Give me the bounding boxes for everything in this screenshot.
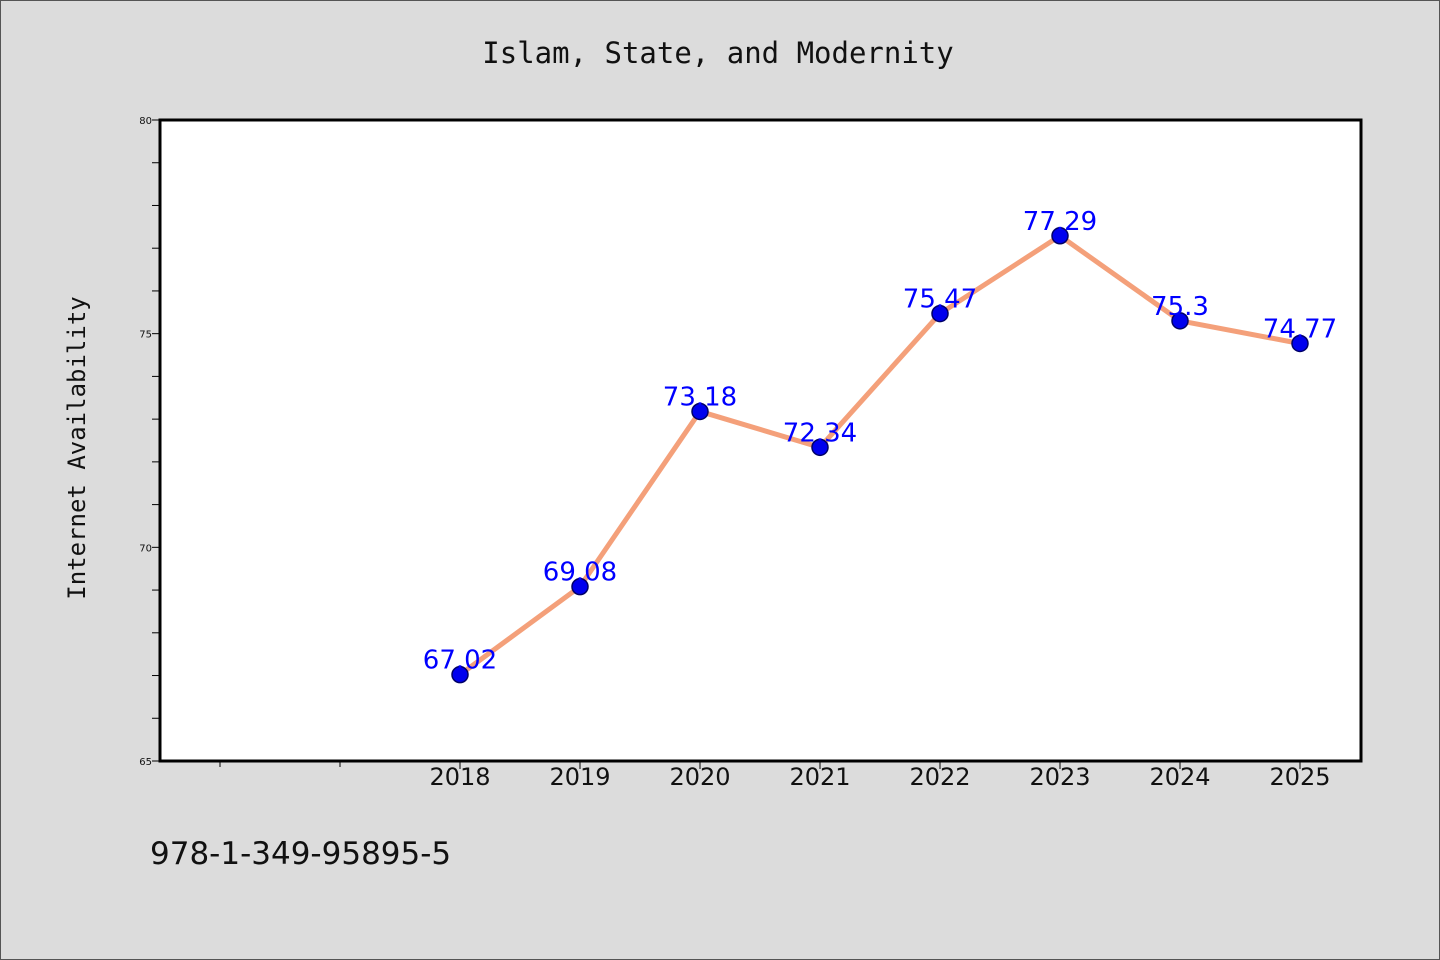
data-label: 69.08	[543, 558, 617, 588]
series-layer: 67.02 69.08 73.18 72.34 75.47 77.29 75.3 74.77	[423, 207, 1337, 684]
series-line	[457, 233, 1303, 678]
data-label: 73.18	[663, 382, 737, 412]
x-tick-label: 2025	[1269, 763, 1330, 791]
x-tick-label: 2024	[1149, 763, 1210, 791]
plot-area	[158, 118, 1363, 763]
data-point	[451, 665, 469, 684]
data-label: 75.3	[1151, 292, 1209, 322]
data-label: 72.34	[783, 418, 857, 448]
y-tick-label: 75	[139, 330, 152, 341]
data-label: 77.29	[1023, 207, 1097, 237]
x-tick-label: 2019	[549, 763, 610, 791]
x-tick-label: 2023	[1029, 763, 1090, 791]
x-tick-label: 2021	[789, 763, 850, 791]
data-point	[811, 438, 829, 457]
chart-title: Islam, State, and Modernity	[482, 36, 953, 70]
data-point	[1171, 312, 1189, 330]
x-tick-label: 2022	[909, 763, 970, 791]
data-point	[1051, 227, 1069, 245]
data-point	[571, 577, 589, 596]
x-tick-label: 2018	[429, 763, 490, 791]
y-tick-label: 70	[139, 543, 152, 554]
data-label: 74.77	[1263, 314, 1337, 344]
x-axis-ticks: 2018 2019 2020 2021 2022 2023 2024 2025	[219, 761, 1331, 791]
data-point	[691, 402, 709, 421]
y-tick-label: 80	[139, 116, 152, 127]
data-label: 67.02	[423, 646, 497, 676]
isbn-footer: 978-1-349-95895-5	[150, 836, 451, 872]
y-axis-label: Internet Availability	[63, 296, 91, 599]
data-point	[931, 304, 949, 323]
data-label: 75.47	[903, 285, 977, 315]
data-point	[1291, 334, 1309, 353]
x-tick-label: 2020	[669, 763, 730, 791]
y-axis-ticks: 65 70 75 80	[139, 116, 160, 768]
y-tick-label: 65	[139, 757, 152, 768]
